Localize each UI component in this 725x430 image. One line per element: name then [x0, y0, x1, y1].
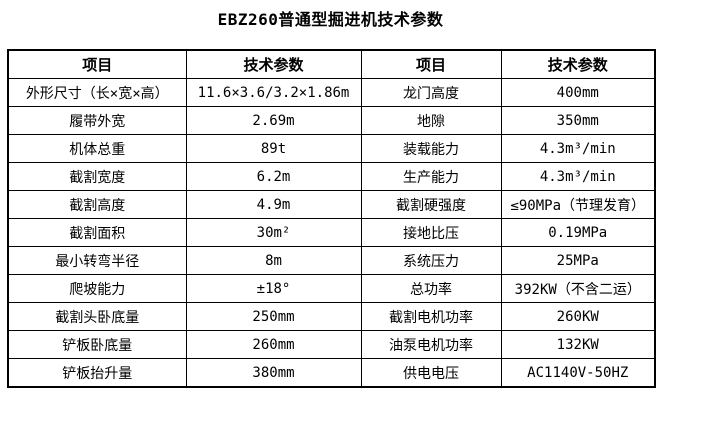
table-row: 履带外宽 2.69m 地隙 350mm — [7, 106, 656, 135]
header-row: 项目 技术参数 项目 技术参数 — [7, 49, 656, 79]
item-cell: 装载能力 — [360, 134, 502, 163]
value-cell: 25MPa — [500, 246, 656, 275]
item-cell: 截割电机功率 — [360, 302, 502, 331]
value-cell: AC1140V-50HZ — [500, 358, 656, 388]
column-header-item-right: 项目 — [360, 49, 502, 79]
table-row: 铲板卧底量 260mm 油泵电机功率 132KW — [7, 330, 656, 359]
item-cell: 供电电压 — [360, 358, 502, 388]
value-cell: 132KW — [500, 330, 656, 359]
column-header-value-left: 技术参数 — [185, 49, 362, 79]
item-cell: 截割高度 — [7, 190, 187, 219]
value-cell: 392KW（不含二运） — [500, 274, 656, 303]
value-cell: ≤90MPa（节理发育） — [500, 190, 656, 219]
value-cell: 0.19MPa — [500, 218, 656, 247]
table-row: 截割宽度 6.2m 生产能力 4.3m³/min — [7, 162, 656, 191]
value-cell: 260KW — [500, 302, 656, 331]
page: EBZ260普通型掘进机技术参数 项目 技术参数 项目 技术参数 外形尺寸（长×… — [0, 10, 725, 430]
table-row: 截割面积 30m² 接地比压 0.19MPa — [7, 218, 656, 247]
item-cell: 总功率 — [360, 274, 502, 303]
value-cell: 380mm — [185, 358, 362, 388]
value-cell: 4.9m — [185, 190, 362, 219]
table-row: 铲板抬升量 380mm 供电电压 AC1140V-50HZ — [7, 358, 656, 388]
value-cell: 250mm — [185, 302, 362, 331]
table-row: 机体总重 89t 装载能力 4.3m³/min — [7, 134, 656, 163]
value-cell: ±18° — [185, 274, 362, 303]
item-cell: 爬坡能力 — [7, 274, 187, 303]
item-cell: 生产能力 — [360, 162, 502, 191]
value-cell: 260mm — [185, 330, 362, 359]
item-cell: 龙门高度 — [360, 78, 502, 107]
column-header-value-right: 技术参数 — [500, 49, 656, 79]
value-cell: 30m² — [185, 218, 362, 247]
value-cell: 8m — [185, 246, 362, 275]
item-cell: 油泵电机功率 — [360, 330, 502, 359]
page-title: EBZ260普通型掘进机技术参数 — [217, 10, 444, 29]
table-row: 外形尺寸（长×宽×高） 11.6×3.6/3.2×1.86m 龙门高度 400mm — [7, 78, 656, 107]
item-cell: 履带外宽 — [7, 106, 187, 135]
item-cell: 铲板卧底量 — [7, 330, 187, 359]
item-cell: 截割面积 — [7, 218, 187, 247]
item-cell: 机体总重 — [7, 134, 187, 163]
value-cell: 400mm — [500, 78, 656, 107]
item-cell: 系统压力 — [360, 246, 502, 275]
item-cell: 接地比压 — [360, 218, 502, 247]
value-cell: 6.2m — [185, 162, 362, 191]
table-header: 项目 技术参数 项目 技术参数 — [7, 49, 656, 79]
item-cell: 截割头卧底量 — [7, 302, 187, 331]
column-header-item-left: 项目 — [7, 49, 187, 79]
item-cell: 地隙 — [360, 106, 502, 135]
value-cell: 4.3m³/min — [500, 162, 656, 191]
table-row: 截割高度 4.9m 截割硬强度 ≤90MPa（节理发育） — [7, 190, 656, 219]
table-row: 最小转弯半径 8m 系统压力 25MPa — [7, 246, 656, 275]
item-cell: 最小转弯半径 — [7, 246, 187, 275]
value-cell: 2.69m — [185, 106, 362, 135]
value-cell: 89t — [185, 134, 362, 163]
table-row: 截割头卧底量 250mm 截割电机功率 260KW — [7, 302, 656, 331]
spec-table: 项目 技术参数 项目 技术参数 外形尺寸（长×宽×高） 11.6×3.6/3.2×… — [7, 49, 656, 388]
item-cell: 截割硬强度 — [360, 190, 502, 219]
value-cell: 11.6×3.6/3.2×1.86m — [185, 78, 362, 107]
item-cell: 截割宽度 — [7, 162, 187, 191]
table-body: 外形尺寸（长×宽×高） 11.6×3.6/3.2×1.86m 龙门高度 400mm 履带… — [7, 78, 656, 388]
value-cell: 4.3m³/min — [500, 134, 656, 163]
value-cell: 350mm — [500, 106, 656, 135]
item-cell: 铲板抬升量 — [7, 358, 187, 388]
table-row: 爬坡能力 ±18° 总功率 392KW（不含二运） — [7, 274, 656, 303]
item-cell: 外形尺寸（长×宽×高） — [7, 78, 187, 107]
